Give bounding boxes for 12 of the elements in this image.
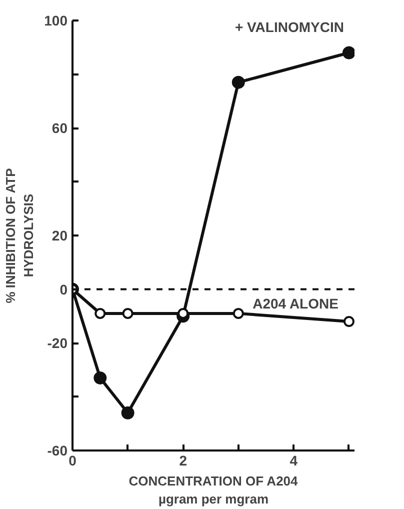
x-tick-label: 2 — [179, 452, 188, 468]
y-tick-label: 20 — [52, 228, 68, 244]
series-label: A204 ALONE — [252, 296, 338, 312]
y-tick-label: 100 — [44, 12, 68, 28]
y-axis-title: % INHIBITION OF ATP HYDROLYSIS — [3, 168, 36, 304]
y-tick-label: -20 — [47, 335, 68, 351]
y-tick-label: 60 — [52, 120, 68, 136]
x-axis-title: CONCENTRATION OF A204 µgram per mgram — [128, 474, 299, 506]
y-tick-label: -60 — [47, 442, 68, 458]
series-label: + VALINOMYCIN — [234, 18, 344, 35]
y-tick-label: 0 — [60, 281, 68, 298]
x-tick-label: 4 — [290, 452, 298, 468]
